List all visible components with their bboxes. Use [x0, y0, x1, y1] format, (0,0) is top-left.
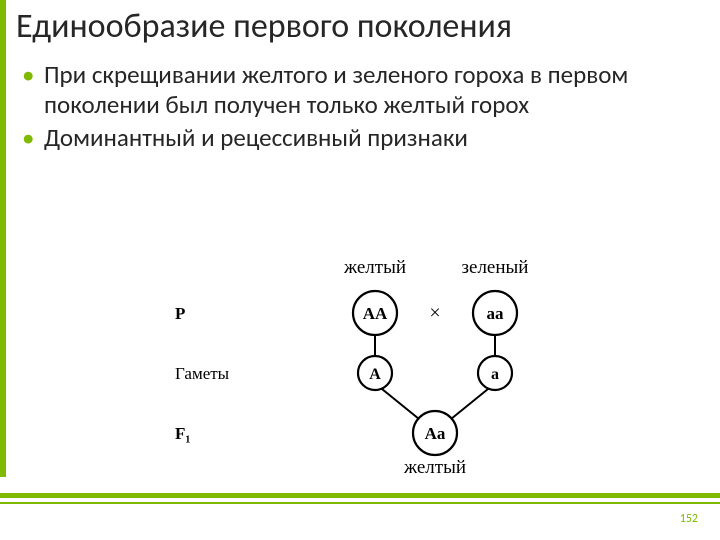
bullet-list: При скрещивании желтого и зеленого горох…	[22, 60, 700, 157]
accent-horizontal-bar	[0, 493, 720, 498]
genetics-cross-diagram: желтый зеленый P Гаметы F₁ AA aa × A a A…	[150, 255, 610, 475]
gamete-left: A	[369, 366, 381, 383]
accent-horizontal-thinbar	[0, 502, 720, 504]
parent-left-genotype: AA	[363, 304, 388, 323]
cross-symbol: ×	[429, 302, 440, 324]
edge-gamete-right-to-F1	[451, 389, 488, 419]
bullet-item: Доминантный и рецессивный признаки	[22, 123, 700, 153]
top-label-right: зеленый	[462, 257, 529, 278]
accent-vertical-bar	[0, 0, 6, 477]
parent-right-genotype: aa	[487, 304, 505, 323]
bullet-item: При скрещивании желтого и зеленого горох…	[22, 60, 700, 119]
page-number: 152	[680, 512, 698, 526]
slide-title: Единообразие первого поколения	[16, 6, 512, 47]
row-label-gametes: Гаметы	[175, 364, 230, 383]
offspring-genotype: Aa	[425, 424, 446, 443]
row-label-P: P	[175, 304, 185, 323]
top-label-left: желтый	[343, 257, 406, 278]
bottom-label: желтый	[403, 457, 466, 475]
edge-gamete-left-to-F1	[382, 389, 419, 419]
gamete-right: a	[491, 366, 499, 383]
row-label-F1: F₁	[175, 424, 190, 443]
